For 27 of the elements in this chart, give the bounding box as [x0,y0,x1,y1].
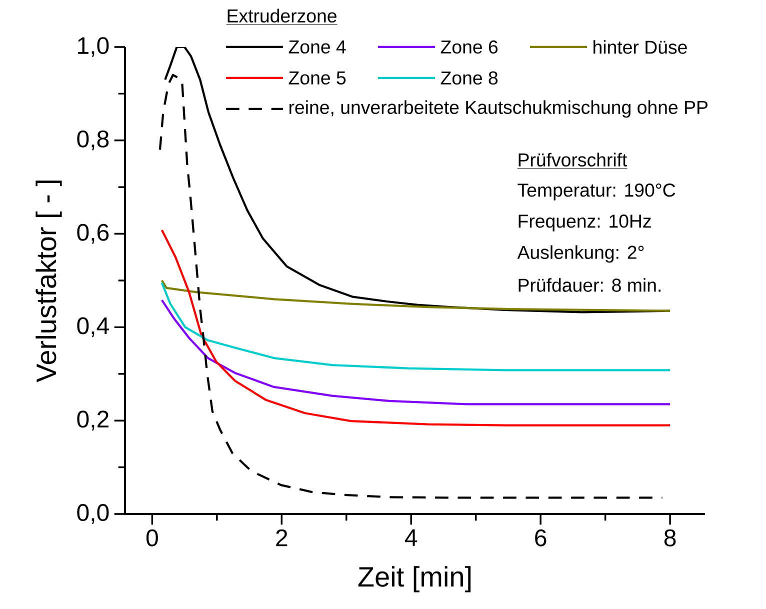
x-tick-label: 6 [535,529,546,546]
y-tick-label: 0,8 [77,130,109,150]
annotation: Auslenkung: 2° [517,245,644,263]
legend-label: Zone 8 [440,71,498,85]
x-tick-label: 0 [146,529,158,546]
legend-title: Extruderzone [228,8,336,23]
legend-label: Zone 5 [288,71,346,85]
legend-label: Zone 4 [288,40,346,54]
y-axis-title: Verlustfaktor [ - ] [36,180,62,382]
y-tick-label: 1,0 [78,37,109,57]
annotation: Frequenz: 10Hz [518,214,651,232]
line-series [160,279,672,312]
annotation: Temperatur: 190°C [518,184,676,200]
legend-label: hinter Düse [594,40,687,54]
y-tick-label: 0,0 [77,504,109,524]
legend-label: reine, unverarbeitete Kautschukmischung ohne PP [290,100,708,118]
y-tick-label: 0,2 [77,410,108,431]
y-tick-label: 0,4 [77,317,109,338]
x-tick-label: 4 [404,529,418,546]
x-axis-title: Zeit [min] [358,566,471,592]
annotation: Prüfdauer: 8 min. [518,278,660,292]
line-series [160,299,672,406]
legend-label: Zone 6 [440,40,498,54]
annotation: Prüfvorschrift [518,152,628,167]
x-tick-label: 2 [276,529,288,546]
y-tick-label: 0,6 [77,224,109,244]
x-tick-label: 8 [664,529,676,546]
